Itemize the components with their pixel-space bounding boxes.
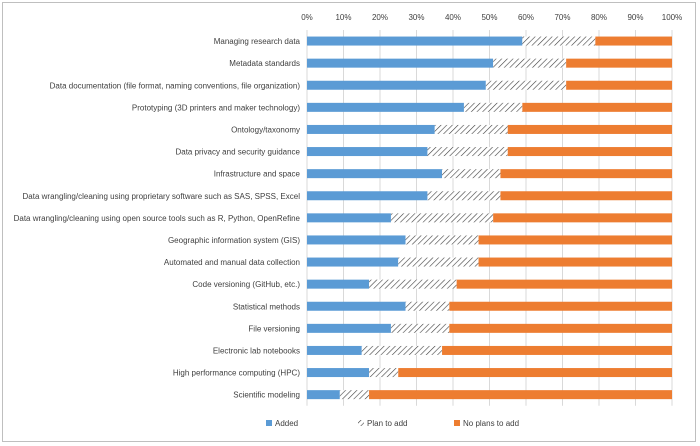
- category-label: Prototyping (3D printers and maker techn…: [132, 103, 300, 112]
- bar-segment-plan-to-add: [361, 345, 443, 355]
- bar-segment-plan-to-add: [463, 102, 523, 112]
- bar-segment-no-plans-to-add: [449, 301, 672, 311]
- bar-segment-plan-to-add: [434, 124, 508, 134]
- category-label: Automated and manual data collection: [164, 258, 300, 267]
- legend-swatch: [266, 420, 272, 426]
- x-tick-label: 100%: [662, 13, 682, 22]
- bar-segment-added: [307, 124, 435, 134]
- category-label: Scientific modeling: [233, 391, 300, 400]
- bar-segment-no-plans-to-add: [369, 390, 672, 400]
- bar-segment-no-plans-to-add: [442, 345, 672, 355]
- category-label: Statistical methods: [233, 302, 300, 311]
- bar-segment-no-plans-to-add: [493, 213, 672, 223]
- bar-segment-added: [307, 191, 428, 201]
- x-tick-label: 20%: [372, 13, 388, 22]
- bar-segment-no-plans-to-add: [507, 147, 672, 157]
- bar-segment-no-plans-to-add: [522, 102, 672, 112]
- bar-segment-plan-to-add: [369, 368, 399, 378]
- x-tick-label: 10%: [335, 13, 351, 22]
- bar-segment-plan-to-add: [427, 191, 501, 201]
- bar-segment-plan-to-add: [522, 36, 596, 46]
- category-label: Data wrangling/cleaning using proprietar…: [23, 192, 301, 201]
- x-tick-label: 30%: [408, 13, 424, 22]
- bar-segment-no-plans-to-add: [478, 257, 672, 267]
- bar-segment-added: [307, 213, 391, 223]
- category-labels: Managing research data Metadata standards…: [14, 37, 301, 400]
- legend-label: Plan to add: [367, 419, 407, 428]
- bar-segment-added: [307, 257, 399, 267]
- bar-segment-plan-to-add: [398, 257, 479, 267]
- x-tick-label: 70%: [554, 13, 570, 22]
- category-label: Data wrangling/cleaning using open sourc…: [14, 214, 301, 223]
- category-label: Metadata standards: [229, 59, 300, 68]
- category-label: Data privacy and security guidance: [175, 148, 300, 157]
- bar-segment-added: [307, 301, 406, 311]
- x-axis-ticks: 0% 10% 20% 30% 40% 50% 60% 70% 80% 90% 100%: [301, 13, 682, 22]
- bar-segment-added: [307, 36, 523, 46]
- bar-segment-added: [307, 147, 428, 157]
- bar-segment-plan-to-add: [405, 235, 479, 245]
- bar-segment-no-plans-to-add: [449, 323, 672, 333]
- bar-segment-no-plans-to-add: [500, 191, 672, 201]
- x-tick-label: 90%: [627, 13, 643, 22]
- category-label: High performance computing (HPC): [173, 369, 300, 378]
- category-label: Ontology/taxonomy: [231, 125, 300, 134]
- bar-segment-no-plans-to-add: [478, 235, 672, 245]
- bar-segment-added: [307, 279, 370, 289]
- x-tick-label: 80%: [591, 13, 607, 22]
- bar-segment-added: [307, 102, 464, 112]
- bar-segment-added: [307, 323, 391, 333]
- category-label: Data documentation (file format, naming …: [50, 81, 301, 90]
- category-label: File versioning: [248, 324, 300, 333]
- x-tick-label: 60%: [518, 13, 534, 22]
- bar-segment-plan-to-add: [405, 301, 450, 311]
- category-label: Infrastructure and space: [214, 170, 301, 179]
- bar-segment-plan-to-add: [427, 147, 508, 157]
- legend-swatch: [358, 420, 364, 426]
- category-label: Managing research data: [214, 37, 301, 46]
- bar-segment-no-plans-to-add: [595, 36, 672, 46]
- bar-segment-added: [307, 368, 370, 378]
- bar-segment-plan-to-add: [339, 390, 370, 400]
- bar-segment-no-plans-to-add: [507, 124, 672, 134]
- bar-segment-plan-to-add: [485, 80, 567, 90]
- bar-segment-no-plans-to-add: [500, 169, 672, 179]
- category-label: Geographic information system (GIS): [168, 236, 300, 245]
- bar-segment-no-plans-to-add: [398, 368, 672, 378]
- category-label: Code versioning (GitHub, etc.): [192, 280, 300, 289]
- bar-segment-plan-to-add: [390, 323, 450, 333]
- category-label: Electronic lab notebooks: [213, 346, 300, 355]
- bar-segment-added: [307, 169, 443, 179]
- bar-segment-no-plans-to-add: [566, 80, 672, 90]
- bar-segment-added: [307, 390, 340, 400]
- legend-label: Added: [275, 419, 298, 428]
- x-tick-label: 0%: [301, 13, 313, 22]
- bar-segment-no-plans-to-add: [566, 58, 672, 68]
- bar-segment-added: [307, 235, 406, 245]
- legend-swatch: [454, 420, 460, 426]
- bar-segment-plan-to-add: [493, 58, 567, 68]
- bar-segment-added: [307, 58, 494, 68]
- bar-segment-plan-to-add: [442, 169, 501, 179]
- bar-segment-added: [307, 80, 486, 90]
- bar-segment-plan-to-add: [390, 213, 494, 223]
- legend-label: No plans to add: [463, 419, 519, 428]
- bar-segment-no-plans-to-add: [456, 279, 672, 289]
- bar-segment-plan-to-add: [369, 279, 457, 289]
- bar-segment-added: [307, 345, 362, 355]
- x-tick-label: 50%: [481, 13, 497, 22]
- legend: Added Plan to add No plans to add: [266, 419, 519, 428]
- bars: [307, 36, 672, 400]
- x-tick-label: 40%: [445, 13, 461, 22]
